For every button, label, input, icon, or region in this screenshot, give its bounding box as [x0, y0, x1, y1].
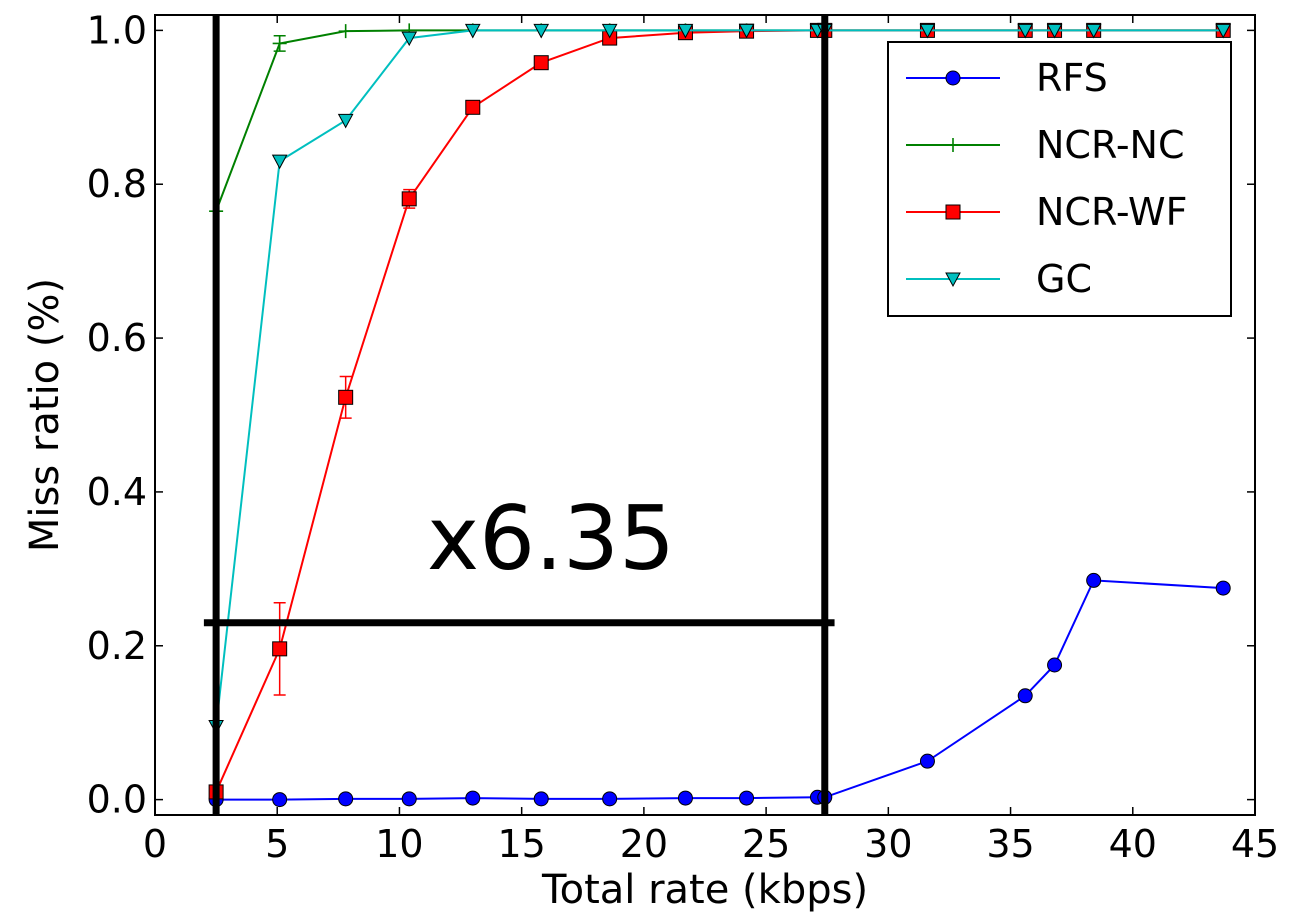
data-point-gc: [1046, 23, 1063, 39]
x-tick-label: 35: [986, 822, 1034, 866]
data-point-gc: [1085, 23, 1102, 39]
legend-label-rfs: RFS: [1036, 56, 1108, 100]
annotation-layer: x6.35: [203, 15, 835, 815]
legend-marker-ncr-nc: [946, 138, 960, 152]
data-point-gc: [677, 23, 694, 39]
data-point-gc: [337, 113, 354, 129]
data-point-rfs: [272, 792, 288, 808]
data-point-gc: [1017, 23, 1034, 39]
annotation-label: x6.35: [427, 487, 675, 590]
legend-marker-ncr-wf: [945, 204, 961, 220]
x-tick-label: 40: [1109, 822, 1157, 866]
data-point-rfs: [1047, 657, 1063, 673]
ticks-layer: 0 5 10 15 20 25 30 35 40 45 0.0 0.2 0.4 0.6 0.8 1.0: [87, 8, 1280, 866]
data-point-gc: [1215, 23, 1232, 39]
data-point-rfs: [602, 791, 618, 807]
data-point-rfs: [919, 753, 935, 769]
data-point-rfs: [1215, 580, 1231, 596]
data-point-gc: [533, 23, 550, 39]
y-tick-label: 0.4: [87, 470, 147, 514]
legend-label-gc: GC: [1036, 257, 1092, 301]
data-point-gc: [401, 31, 418, 47]
data-point-ncr-nc: [338, 24, 353, 39]
x-tick-label: 45: [1231, 822, 1279, 866]
data-point-rfs: [1086, 572, 1102, 588]
legend-marker-gc: [945, 272, 961, 288]
series-layer: [208, 22, 1232, 808]
data-point-rfs: [739, 790, 755, 806]
y-tick-label: 0.8: [87, 162, 147, 206]
series-line-gc: [215, 29, 1224, 727]
y-tick-label: 0.2: [87, 624, 147, 668]
x-tick-label: 25: [742, 822, 790, 866]
data-point-ncr-wf: [465, 99, 481, 115]
x-axis-title: Total rate (kbps): [541, 867, 868, 913]
data-point-ncr-nc: [272, 36, 287, 51]
legend-box: [887, 41, 1232, 317]
x-tick-label: 15: [497, 822, 545, 866]
y-axis-title: Miss ratio (%): [22, 278, 68, 552]
x-tick-label: 20: [620, 822, 668, 866]
data-point-gc: [464, 23, 481, 39]
x-tick-label: 10: [375, 822, 423, 866]
legend-marker-rfs: [945, 70, 961, 86]
legend: RFS NCR-NC NCR-WF GC: [887, 41, 1232, 317]
data-point-rfs: [533, 791, 549, 807]
series-line-rfs: [216, 579, 1224, 801]
data-point-ncr-wf: [401, 191, 417, 207]
y-tick-label: 1.0: [87, 8, 147, 52]
legend-label-ncr-nc: NCR-NC: [1036, 123, 1185, 167]
y-tick-label: 0.0: [87, 778, 147, 822]
data-point-gc: [738, 23, 755, 39]
data-point-rfs: [401, 791, 417, 807]
data-point-rfs: [465, 790, 481, 806]
data-point-rfs: [338, 791, 354, 807]
data-point-gc: [601, 23, 618, 39]
y-tick-label: 0.6: [87, 316, 147, 360]
x-tick-label: 5: [265, 822, 289, 866]
data-point-ncr-wf: [338, 389, 354, 405]
data-point-gc: [271, 154, 288, 170]
data-point-ncr-wf: [272, 641, 288, 657]
x-tick-label: 30: [864, 822, 912, 866]
legend-label-ncr-wf: NCR-WF: [1036, 190, 1187, 234]
data-point-rfs: [1017, 688, 1033, 704]
x-tick-label: 0: [143, 822, 167, 866]
plot-frame: [154, 14, 1256, 816]
data-point-rfs: [677, 790, 693, 806]
data-point-gc: [919, 23, 936, 39]
data-point-ncr-wf: [533, 55, 549, 71]
